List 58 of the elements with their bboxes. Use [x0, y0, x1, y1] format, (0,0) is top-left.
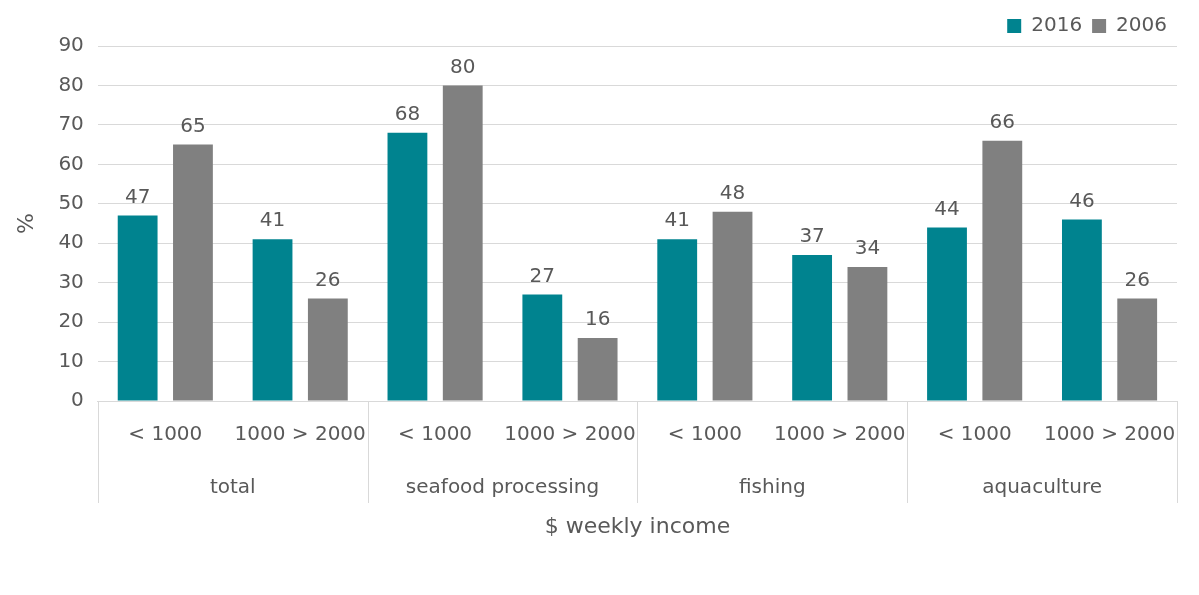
- y-tick-label: 70: [58, 111, 84, 136]
- text: aquaculture: [982, 474, 1102, 499]
- data-label: 26: [1124, 266, 1150, 291]
- data-label: 80: [450, 53, 476, 78]
- y-tick-label: 30: [58, 268, 84, 293]
- bar: [577, 337, 618, 401]
- data-label: 46: [1069, 187, 1095, 212]
- y-tick-label: 40: [58, 229, 84, 254]
- bar: [982, 140, 1023, 401]
- y-tick-label: 60: [58, 150, 84, 175]
- y-axis-title: %: [12, 213, 38, 234]
- data-label: 34: [854, 235, 881, 260]
- x-tick-label: 1000 > 2000: [504, 421, 636, 446]
- x-axis-title: $ weekly income: [544, 512, 731, 538]
- bar: [927, 227, 967, 401]
- y-tick-label: 0: [71, 387, 84, 412]
- bar: [792, 255, 833, 401]
- data-label: 47: [124, 183, 151, 208]
- text: fishing: [739, 474, 806, 499]
- y-tick-label: 80: [58, 71, 84, 96]
- data-label: 68: [394, 100, 421, 125]
- bar: [173, 144, 213, 401]
- data-label: 41: [259, 207, 286, 232]
- bar: [442, 85, 483, 401]
- bar: [307, 298, 348, 401]
- y-tick-label: 10: [58, 347, 84, 372]
- bar: [1117, 298, 1158, 401]
- x-tick-label: 1000 > 2000: [1043, 421, 1176, 446]
- data-label: 41: [664, 207, 690, 232]
- bar: [712, 211, 753, 401]
- text: seafood processing: [405, 474, 600, 499]
- text: total: [209, 474, 256, 499]
- y-tick-label: 50: [58, 189, 84, 214]
- x-tick-label: 1000 > 2000: [234, 421, 366, 446]
- bar: [387, 132, 428, 401]
- x-tick-label: < 1000: [937, 421, 1012, 446]
- bar: [522, 294, 563, 401]
- bar: [252, 239, 293, 401]
- bar: [1061, 219, 1102, 401]
- bar: [847, 266, 888, 401]
- y-tick-label: 90: [58, 32, 84, 57]
- data-label: 48: [719, 179, 746, 204]
- legend-label: 2016: [1031, 12, 1083, 37]
- data-label: 16: [584, 306, 611, 331]
- data-label: 65: [180, 112, 206, 137]
- x-tick-label: < 1000: [398, 421, 473, 446]
- data-label: 27: [529, 262, 556, 287]
- x-tick-label: < 1000: [128, 421, 203, 446]
- data-label: 44: [934, 195, 960, 220]
- x-tick-label: < 1000: [667, 421, 742, 446]
- bar: [657, 239, 698, 401]
- y-tick-label: 20: [58, 308, 84, 333]
- x-tick-label: 1000 > 2000: [774, 421, 906, 446]
- data-label: 37: [799, 223, 825, 248]
- bar: [117, 215, 158, 401]
- data-label: 66: [989, 108, 1016, 133]
- legend-label: 2006: [1116, 12, 1168, 37]
- data-label: 26: [315, 266, 341, 291]
